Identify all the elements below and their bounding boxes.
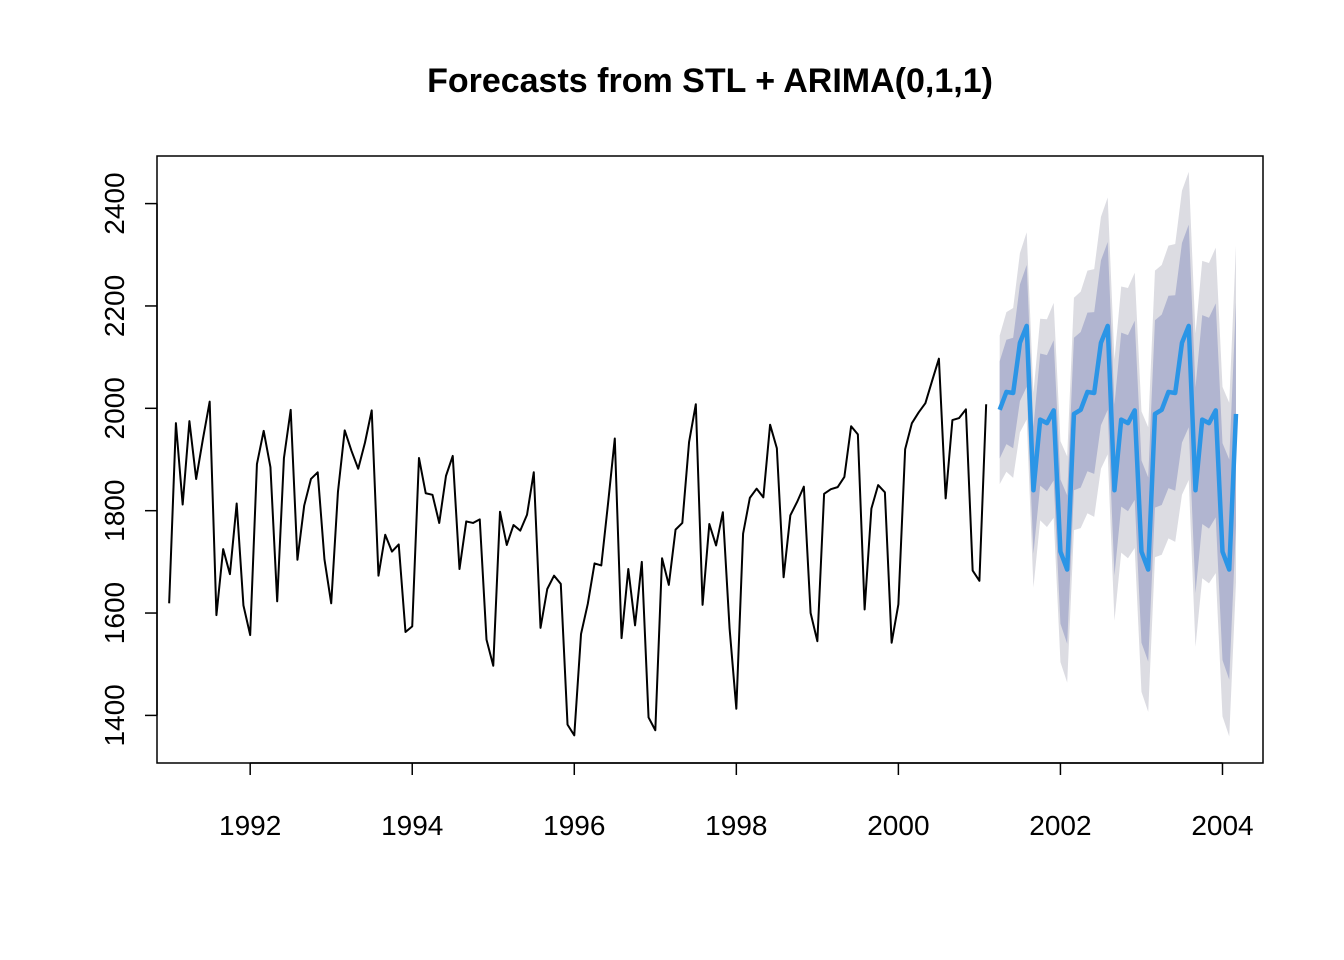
y-tick-label: 2000 <box>99 377 130 439</box>
y-axis: 1400 1600 1800 2000 2200 2400 <box>99 172 158 747</box>
y-tick-label: 2200 <box>99 275 130 337</box>
x-axis: 1992 1994 1996 1998 2000 2002 2004 <box>219 762 1254 841</box>
history-line <box>168 357 988 737</box>
chart-title: Forecasts from STL + ARIMA(0,1,1) <box>427 62 993 100</box>
series-lines <box>168 323 1239 737</box>
x-tick-label: 1992 <box>219 810 281 841</box>
x-tick-label: 2004 <box>1191 810 1253 841</box>
forecast-line <box>997 323 1239 572</box>
y-tick-label: 2400 <box>99 172 130 234</box>
x-tick-label: 2000 <box>867 810 929 841</box>
x-tick-label: 1996 <box>543 810 605 841</box>
x-tick-label: 2002 <box>1029 810 1091 841</box>
y-tick-label: 1400 <box>99 684 130 746</box>
x-tick-label: 1998 <box>705 810 767 841</box>
x-tick-label: 1994 <box>381 810 443 841</box>
y-tick-label: 1600 <box>99 582 130 644</box>
y-tick-label: 1800 <box>99 480 130 542</box>
